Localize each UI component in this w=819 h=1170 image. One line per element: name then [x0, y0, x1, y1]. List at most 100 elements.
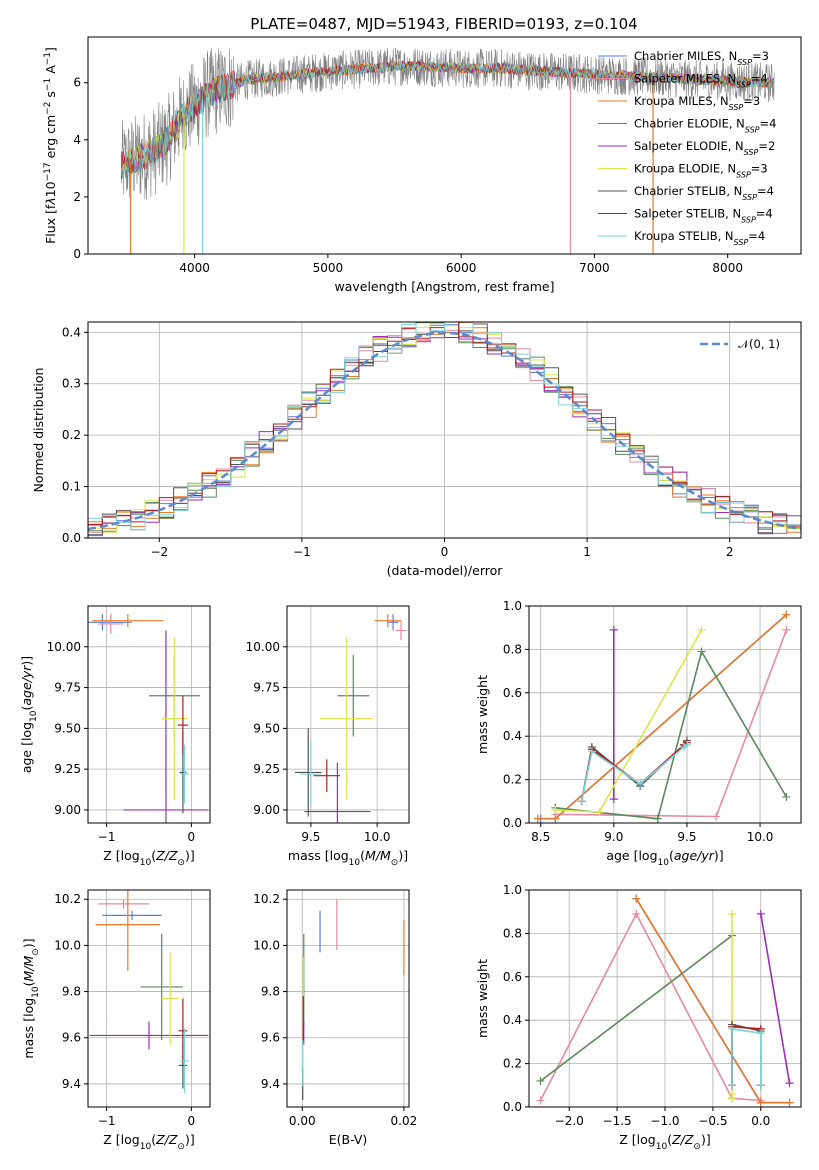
y-tick-label: 0.2 — [503, 1057, 522, 1071]
y-tick-label: 9.50 — [54, 721, 81, 735]
point-marker — [551, 805, 560, 814]
point-marker — [551, 814, 560, 823]
point-marker — [756, 1029, 765, 1038]
point-marker — [636, 779, 645, 788]
spectrum-legend: Chabrier MILES, NSSP=3 Salpeter MILES, NS… — [598, 49, 776, 247]
x-tick-label: −1 — [98, 830, 116, 844]
errorbar-point — [89, 1021, 209, 1050]
y-tick-label: 10.2 — [54, 892, 81, 906]
point-marker — [712, 812, 721, 821]
residual-hist-ylabel: Normed distribution — [31, 368, 46, 493]
errorbar-point — [92, 614, 164, 628]
series-line — [551, 625, 706, 817]
histogram-step — [88, 323, 801, 536]
legend-entry: Salpeter ELODIE, NSSP=2 — [634, 139, 775, 157]
y-tick-label: 10.00 — [246, 640, 280, 654]
series-line — [728, 1024, 765, 1090]
residual-hist-xlabel: (data-model)/error — [387, 563, 504, 578]
point-marker — [536, 1096, 545, 1105]
residual-hist-marks — [88, 322, 801, 537]
age-vs-Z-axes-frame — [87, 605, 211, 824]
x-tick-label: 9.5 — [301, 830, 320, 844]
x-tick-label: 6000 — [446, 261, 477, 275]
point-marker — [782, 792, 791, 801]
y-tick-label: 9.6 — [261, 1031, 280, 1045]
series-line — [551, 625, 791, 821]
y-tick-label: 4 — [73, 133, 81, 147]
y-tick-label: 9.6 — [62, 1031, 81, 1045]
y-tick-label: 1.0 — [503, 883, 522, 897]
point-marker — [782, 610, 791, 619]
point-marker — [728, 1081, 737, 1090]
y-tick-label: 0.2 — [62, 428, 81, 442]
spectrum-model — [120, 60, 775, 179]
y-tick-label: 9.4 — [62, 1077, 81, 1091]
point-marker — [697, 647, 706, 656]
legend-entry: Chabrier MILES, NSSP=3 — [634, 49, 769, 67]
x-tick-label: 0.0 — [751, 1114, 770, 1128]
y-tick-label: 0.3 — [62, 377, 81, 391]
errorbar-point — [313, 759, 341, 792]
y-tick-label: 0.4 — [503, 1013, 522, 1027]
series-line — [536, 909, 765, 1105]
x-tick-label: −2 — [150, 545, 168, 559]
point-marker — [782, 625, 791, 634]
y-tick-label: 0.1 — [62, 480, 81, 494]
y-tick-label: 9.75 — [54, 681, 81, 695]
errorbar-point — [140, 933, 183, 1041]
point-marker — [587, 747, 596, 756]
legend-entry: Salpeter STELIB, NSSP=4 — [634, 207, 773, 225]
point-marker — [595, 808, 604, 817]
series-line — [728, 909, 737, 1103]
point-marker — [756, 1098, 765, 1107]
y-tick-label: 0.6 — [503, 970, 522, 984]
figure-title: PLATE=0487, MJD=51943, FIBERID=0193, z=0… — [250, 15, 637, 33]
errorbar-point — [161, 952, 179, 1045]
legend-entry: 𝒩(0, 1) — [738, 337, 780, 351]
mw-vs-age-axes-frame — [528, 605, 802, 824]
y-tick-label: 9.00 — [253, 803, 280, 817]
errorbar-point — [180, 1028, 189, 1094]
spectrum-ylabel: Flux [fλ10−17 erg cm−2 s−1 A−1] — [43, 47, 58, 244]
errorbar-point — [320, 637, 374, 801]
x-tick-label: 5000 — [313, 261, 344, 275]
x-tick-label: 4000 — [179, 261, 210, 275]
legend-entry: Salpeter MILES, NSSP=4 — [634, 72, 768, 90]
errorbar-point — [98, 614, 124, 634]
x-tick-label: 2 — [726, 545, 734, 559]
x-tick-label: −1.0 — [650, 1114, 679, 1128]
series-line — [577, 740, 691, 806]
point-marker — [609, 625, 618, 634]
point-marker — [609, 795, 618, 804]
residual-hist-panel: −2 −1 0 1 2 0.0 0.1 0.2 0.3 0.4 (data-model)/error… — [31, 321, 802, 578]
x-tick-label: 9.5 — [677, 830, 696, 844]
x-tick-label: 0 — [188, 830, 196, 844]
series-line — [609, 625, 618, 804]
y-tick-label: 0.0 — [62, 531, 81, 545]
errorbar-point — [95, 890, 161, 971]
point-marker — [682, 740, 691, 749]
errorbar-point — [387, 614, 399, 631]
x-tick-label: −1 — [98, 1114, 116, 1128]
point-marker — [756, 1081, 765, 1090]
point-marker — [632, 894, 641, 903]
y-tick-label: 0.8 — [503, 642, 522, 656]
series-line — [533, 610, 791, 823]
point-marker — [653, 814, 662, 823]
y-tick-label: 9.8 — [261, 985, 280, 999]
y-tick-label: 0.8 — [503, 926, 522, 940]
errorbar-point — [304, 762, 371, 823]
series-path — [555, 649, 788, 820]
point-marker — [728, 909, 737, 918]
x-tick-label: −1.5 — [603, 1114, 632, 1128]
y-tick-label: 0.6 — [503, 686, 522, 700]
y-tick-label: 10.00 — [47, 640, 81, 654]
errorbar-point — [300, 741, 322, 807]
y-tick-label: 9.25 — [253, 762, 280, 776]
legend-entry: Kroupa MILES, NSSP=3 — [634, 94, 760, 112]
errorbar-point — [177, 695, 188, 755]
errorbar-point — [395, 620, 407, 641]
x-tick-label: 8000 — [712, 261, 743, 275]
series-path — [540, 934, 733, 1082]
legend-entry: Chabrier ELODIE, NSSP=4 — [634, 117, 776, 135]
